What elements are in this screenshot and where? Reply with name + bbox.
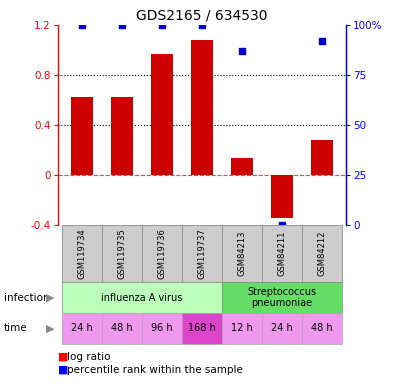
Point: [239, 48, 245, 54]
Bar: [271, 175, 293, 218]
Text: 48 h: 48 h: [111, 323, 133, 333]
Text: ■: ■: [58, 352, 68, 362]
Point: [119, 22, 125, 28]
Bar: [62, 225, 102, 282]
Text: GSM84211: GSM84211: [278, 231, 287, 276]
Bar: [182, 313, 222, 344]
Bar: [262, 313, 302, 344]
Bar: [142, 313, 182, 344]
Text: GSM119734: GSM119734: [77, 228, 86, 279]
Text: GSM84213: GSM84213: [238, 231, 247, 276]
Bar: [302, 313, 342, 344]
Text: ▶: ▶: [45, 293, 54, 303]
Bar: [302, 225, 342, 282]
Text: 168 h: 168 h: [188, 323, 216, 333]
Text: 12 h: 12 h: [231, 323, 253, 333]
Text: infection: infection: [4, 293, 50, 303]
Bar: [182, 225, 222, 282]
Bar: [102, 313, 142, 344]
Bar: [231, 159, 253, 175]
Title: GDS2165 / 634530: GDS2165 / 634530: [136, 8, 268, 22]
Bar: [222, 313, 262, 344]
Bar: [62, 313, 102, 344]
Text: GSM84212: GSM84212: [318, 231, 327, 276]
Text: percentile rank within the sample: percentile rank within the sample: [67, 365, 243, 375]
Bar: [71, 98, 93, 175]
Point: [159, 22, 165, 28]
Text: 24 h: 24 h: [71, 323, 93, 333]
Bar: [262, 225, 302, 282]
Text: ■: ■: [58, 365, 68, 375]
Text: 48 h: 48 h: [311, 323, 333, 333]
Text: ▶: ▶: [45, 323, 54, 333]
Text: log ratio: log ratio: [67, 352, 110, 362]
Bar: [111, 98, 133, 175]
Bar: [222, 282, 342, 313]
Text: time: time: [4, 323, 27, 333]
Bar: [222, 225, 262, 282]
Text: 24 h: 24 h: [271, 323, 293, 333]
Point: [319, 38, 326, 44]
Bar: [102, 225, 142, 282]
Text: influenza A virus: influenza A virus: [101, 293, 183, 303]
Bar: [142, 225, 182, 282]
Point: [279, 222, 285, 228]
Point: [199, 22, 205, 28]
Text: GSM119736: GSM119736: [157, 228, 166, 279]
Bar: [191, 40, 213, 175]
Text: GSM119735: GSM119735: [117, 228, 126, 279]
Text: 96 h: 96 h: [151, 323, 173, 333]
Text: Streptococcus
pneumoniae: Streptococcus pneumoniae: [248, 287, 317, 308]
Bar: [62, 282, 222, 313]
Text: GSM119737: GSM119737: [197, 228, 207, 279]
Bar: [151, 54, 173, 175]
Point: [78, 22, 85, 28]
Bar: [311, 140, 333, 175]
